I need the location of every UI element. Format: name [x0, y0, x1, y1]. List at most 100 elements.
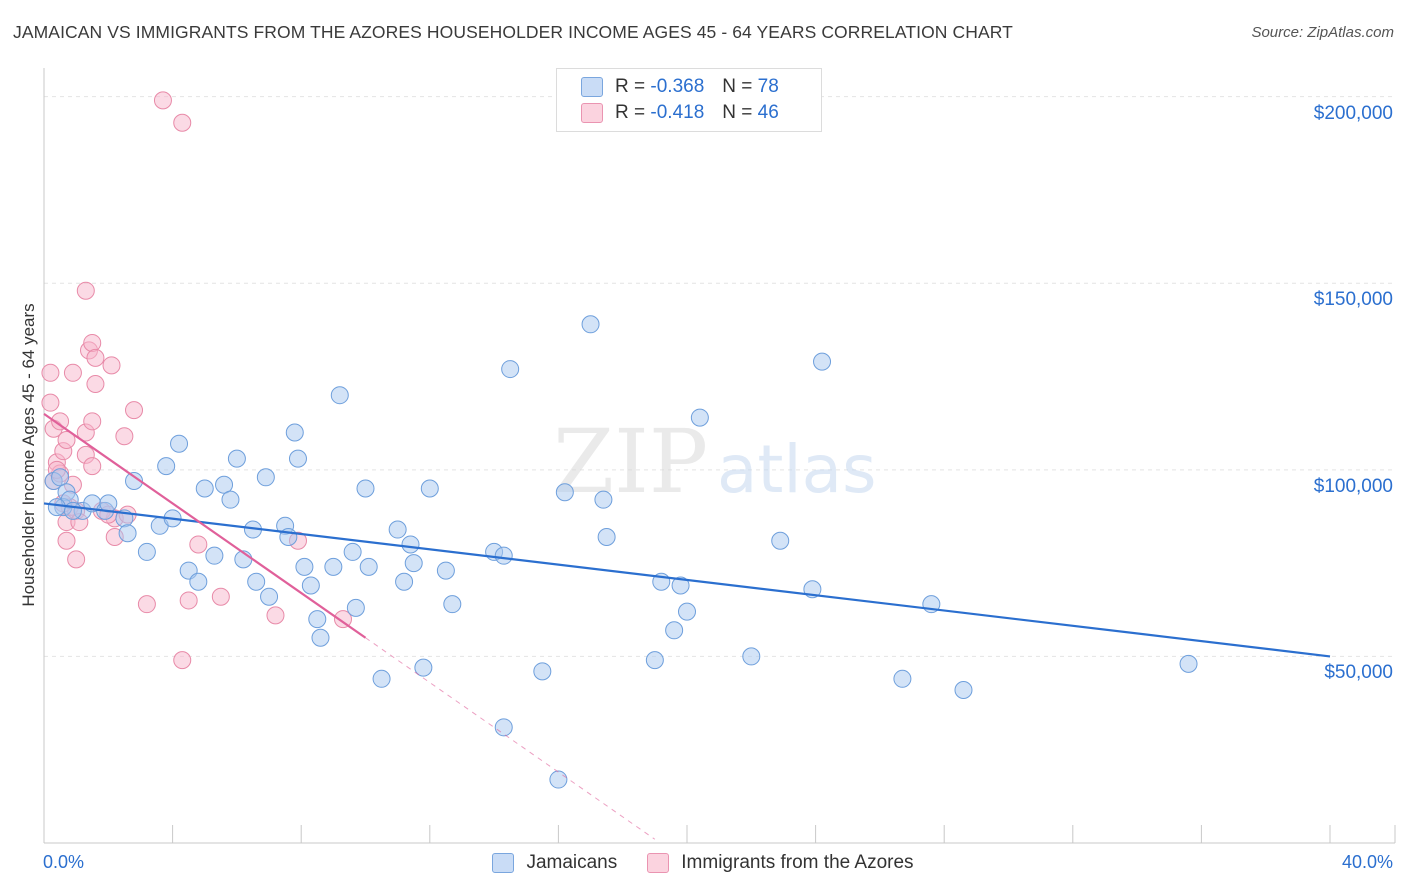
- legend-n-value: 46: [757, 102, 779, 123]
- axes: [43, 68, 1396, 844]
- azores-point: [173, 113, 192, 132]
- jamaican-point: [436, 561, 455, 580]
- jamaican-point: [501, 360, 520, 379]
- jamaican-point: [324, 557, 343, 576]
- jamaican-point: [356, 479, 375, 498]
- azores-point: [115, 427, 134, 446]
- legend-row-jamaicans: R = -0.368 N = 78: [581, 75, 779, 99]
- jamaican-point: [195, 479, 214, 498]
- watermark: ZIP atlas: [553, 410, 877, 513]
- jamaican-point: [205, 546, 224, 565]
- y-tick-label: $50,000: [1324, 662, 1393, 684]
- legend-r-value: -0.368: [650, 76, 705, 97]
- series-legend: Jamaicans Immigrants from the Azores: [0, 852, 1406, 874]
- jamaican-point: [285, 423, 304, 442]
- jamaican-point: [260, 587, 279, 606]
- jamaican-point: [137, 542, 156, 561]
- jamaican-point: [125, 472, 144, 491]
- legend-swatch-jamaicans: [581, 77, 603, 97]
- jamaican-point: [443, 595, 462, 614]
- legend-item-jamaicans: Jamaicans: [492, 852, 617, 874]
- jamaican-point: [742, 647, 761, 666]
- legend-label-jamaicans: Jamaicans: [526, 852, 618, 873]
- jamaican-point: [215, 475, 234, 494]
- gridlines: [44, 96, 1395, 657]
- stats-legend: R = -0.368 N = 78 R = -0.418 N = 46: [556, 68, 822, 132]
- jamaican-point: [671, 576, 690, 595]
- jamaican-point: [343, 542, 362, 561]
- azores-point: [41, 393, 60, 412]
- jamaican-point: [288, 449, 307, 468]
- azores-point: [83, 457, 102, 476]
- jamaican-point: [645, 651, 664, 670]
- legend-swatch-azores: [647, 853, 670, 873]
- azores-point: [173, 651, 192, 670]
- azores-point: [266, 606, 285, 625]
- azores-point: [41, 363, 60, 382]
- jamaican-point: [395, 572, 414, 591]
- jamaican-point: [549, 770, 568, 789]
- jamaican-point: [555, 483, 574, 502]
- azores-point: [86, 375, 105, 393]
- jamaican-point: [295, 557, 314, 576]
- jamaican-point: [359, 557, 378, 576]
- trend-lines: [43, 412, 1331, 840]
- jamaican-point: [401, 535, 420, 554]
- jamaican-point: [221, 490, 240, 509]
- azores-point: [125, 401, 144, 420]
- jamaican-point: [346, 598, 365, 617]
- source-label: Source: ZipAtlas.com: [1251, 24, 1394, 41]
- azores-point: [333, 610, 352, 629]
- jamaican-point: [372, 669, 391, 688]
- jamaican-point: [533, 662, 552, 681]
- y-tick-label: $150,000: [1313, 289, 1393, 311]
- jamaican-point: [414, 658, 433, 677]
- jamaican-point: [494, 718, 513, 737]
- azores-point: [153, 91, 172, 110]
- jamaican-point: [594, 490, 613, 509]
- legend-swatch-jamaicans: [492, 853, 515, 873]
- jamaican-point: [665, 621, 684, 640]
- legend-swatch-azores: [581, 103, 603, 123]
- jamaican-point: [597, 528, 616, 546]
- y-tick-label: $100,000: [1313, 475, 1393, 497]
- jamaican-point: [51, 468, 70, 487]
- watermark-atlas: atlas: [717, 431, 877, 508]
- legend-row-azores: R = -0.418 N = 46: [581, 101, 779, 125]
- azores-point: [83, 412, 102, 431]
- jamaican-point: [893, 669, 912, 688]
- azores-trend-line: [43, 412, 367, 639]
- jamaican-point: [404, 554, 423, 573]
- jamaican-point: [63, 501, 82, 520]
- jamaican-point: [330, 386, 349, 405]
- azores-point: [137, 595, 156, 614]
- azores-point: [211, 587, 230, 606]
- legend-n-value: 78: [757, 76, 779, 97]
- azores-point: [76, 281, 95, 300]
- legend-r-value: -0.418: [650, 102, 705, 123]
- azores-point: [67, 550, 86, 569]
- jamaican-points: [44, 315, 1198, 789]
- jamaican-point: [771, 531, 790, 550]
- legend-r-label: R =: [615, 102, 646, 123]
- legend-label-azores: Immigrants from the Azores: [681, 852, 914, 873]
- jamaican-point: [227, 449, 246, 468]
- jamaican-point: [690, 408, 709, 427]
- azores-point: [57, 430, 76, 449]
- jamaican-point: [118, 524, 137, 543]
- legend-item-azores: Immigrants from the Azores: [647, 852, 914, 874]
- watermark-zip: ZIP: [553, 410, 708, 513]
- legend-n-label: N =: [722, 76, 753, 97]
- jamaican-trend-line: [43, 502, 1331, 658]
- jamaican-point: [813, 352, 832, 371]
- jamaican-point: [157, 457, 176, 476]
- chart-title: JAMAICAN VS IMMIGRANTS FROM THE AZORES H…: [13, 22, 1013, 42]
- azores-point: [86, 348, 105, 367]
- jamaican-point: [189, 572, 208, 591]
- jamaican-point: [388, 520, 407, 539]
- y-tick-label: $200,000: [1313, 102, 1393, 124]
- azores-point: [63, 363, 82, 382]
- jamaican-point: [170, 434, 189, 453]
- jamaican-point: [420, 479, 439, 498]
